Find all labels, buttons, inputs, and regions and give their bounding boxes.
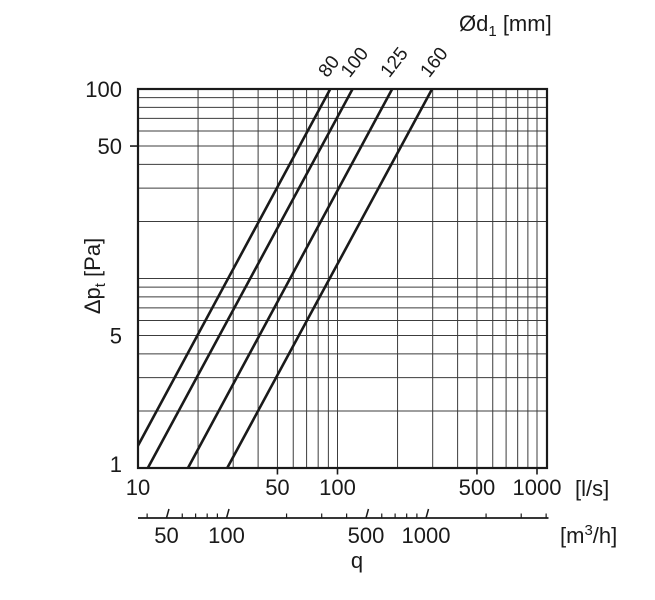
x-tick-label-ls-500: 500	[459, 475, 496, 500]
y-tick-label-50: 50	[98, 134, 122, 159]
x-tick-label-ls-50: 50	[265, 475, 289, 500]
y-axis: 100 50 5 1	[85, 77, 138, 477]
curve-d125	[186, 89, 394, 468]
y-tick-label-100: 100	[85, 77, 122, 102]
x-tick-label-ls-10: 10	[126, 475, 150, 500]
grid	[137, 88, 547, 469]
x-tick-label-m3h-500: 500	[348, 523, 385, 548]
curve-d100	[146, 89, 354, 468]
x-axis-unit-m3h: [m3/h]	[560, 522, 617, 548]
plot-border	[136, 87, 549, 470]
x-axis-quantity-label: q	[351, 548, 363, 573]
chart-title: Ød1 [mm]	[459, 11, 552, 40]
m3h-tick-major-50	[165, 508, 170, 519]
y-axis-title: Δpt [Pa]	[80, 238, 109, 314]
m3h-tick-major-500	[365, 508, 370, 519]
m3h-tick-major-100	[225, 508, 230, 519]
x-axis-cubic-meters-per-hour: 50 100 500 1000	[138, 508, 549, 548]
y-tick-label-5: 5	[110, 324, 122, 349]
x-axis-unit-ls: [l/s]	[575, 476, 609, 501]
curve-label-125: 125	[377, 44, 413, 82]
curve-d80	[138, 89, 332, 449]
curve-label-100: 100	[337, 44, 373, 82]
x-tick-label-ls-1000: 1000	[513, 475, 562, 500]
x-tick-label-ls-100: 100	[319, 475, 356, 500]
x-tick-label-m3h-100: 100	[208, 523, 245, 548]
y-tick-label-1: 1	[110, 452, 122, 477]
x-axis-liters-per-second: 10 50 100 500 1000	[126, 468, 562, 500]
curves	[138, 89, 434, 468]
m3h-tick-major-1000	[425, 508, 430, 519]
curve-label-160: 160	[416, 44, 452, 82]
x-tick-label-m3h-1000: 1000	[402, 523, 451, 548]
x-tick-label-m3h-50: 50	[154, 523, 178, 548]
curve-d160	[226, 89, 434, 468]
